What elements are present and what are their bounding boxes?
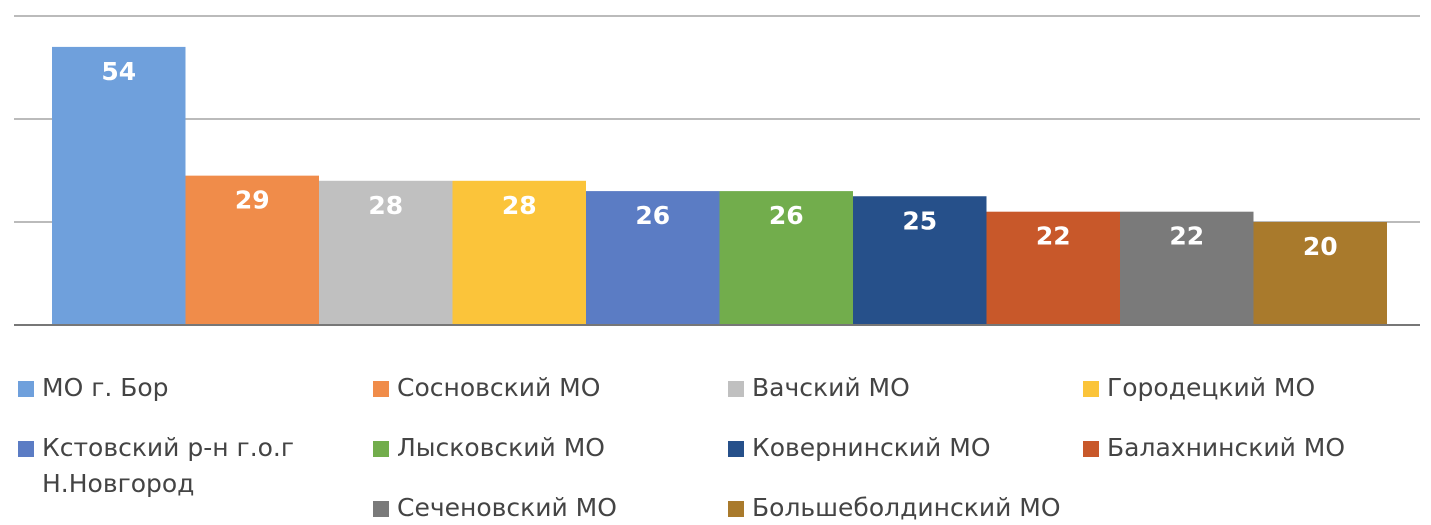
legend-swatch (373, 501, 389, 517)
legend-swatch (1083, 441, 1099, 457)
bar (586, 191, 720, 325)
value-label: 26 (635, 201, 670, 230)
legend-swatch (728, 501, 744, 517)
legend-label: Вачский МО (752, 373, 910, 402)
value-label: 25 (902, 206, 937, 235)
legend-label: МО г. Бор (42, 373, 169, 402)
legend-label: Кстовский р-н г.о.г Н.Новгород (42, 433, 295, 498)
bar (452, 180, 586, 325)
bar (185, 175, 319, 325)
legend-item: Вачский МО (722, 370, 1077, 430)
legend-label: Ковернинский МО (752, 433, 991, 462)
bar (1253, 222, 1387, 325)
legend-label: Сеченовский МО (397, 493, 617, 522)
legend-label: Большеболдинский МО (752, 493, 1061, 522)
value-label: 26 (769, 201, 804, 230)
value-label: 22 (1169, 222, 1204, 251)
legend-swatch (728, 441, 744, 457)
plot: 54 29 28 28 26 26 25 22 22 20 (14, 15, 1420, 326)
bar (853, 196, 987, 325)
value-label: 29 (235, 186, 270, 215)
legend-swatch (18, 441, 34, 457)
bar (986, 211, 1120, 325)
legend-item: Сосновский МО (367, 370, 722, 430)
legend: МО г. Бор Сосновский МО Вачский МО Городецк… (12, 370, 1431, 525)
legend-swatch (18, 381, 34, 397)
value-label: 22 (1036, 222, 1071, 251)
bar (719, 191, 853, 325)
legend-item: Городецкий МО (1077, 370, 1431, 430)
legend-item: Сеченовский МО (367, 490, 722, 525)
legend-swatch (373, 441, 389, 457)
legend-item: Лысковский МО (367, 430, 722, 490)
legend-swatch (373, 381, 389, 397)
legend-label: Балахнинский МО (1107, 433, 1346, 462)
bar (319, 180, 453, 325)
legend-item: Ковернинский МО (722, 430, 1077, 490)
legend-label: Городецкий МО (1107, 373, 1316, 402)
legend-item: МО г. Бор (12, 370, 367, 430)
value-label: 20 (1303, 232, 1338, 261)
value-label: 28 (502, 191, 537, 220)
legend-swatch (728, 381, 744, 397)
value-label: 54 (101, 57, 136, 86)
bar (52, 46, 186, 326)
value-label: 28 (368, 191, 403, 220)
bar (1120, 211, 1254, 325)
legend-label: Лысковский МО (397, 433, 605, 462)
legend-item: Кстовский р-н г.о.г Н.Новгород (12, 430, 367, 498)
legend-item: Большеболдинский МО (722, 490, 1077, 525)
legend-label: Сосновский МО (397, 373, 601, 402)
legend-item: Балахнинский МО (1077, 430, 1431, 490)
legend-swatch (1083, 381, 1099, 397)
